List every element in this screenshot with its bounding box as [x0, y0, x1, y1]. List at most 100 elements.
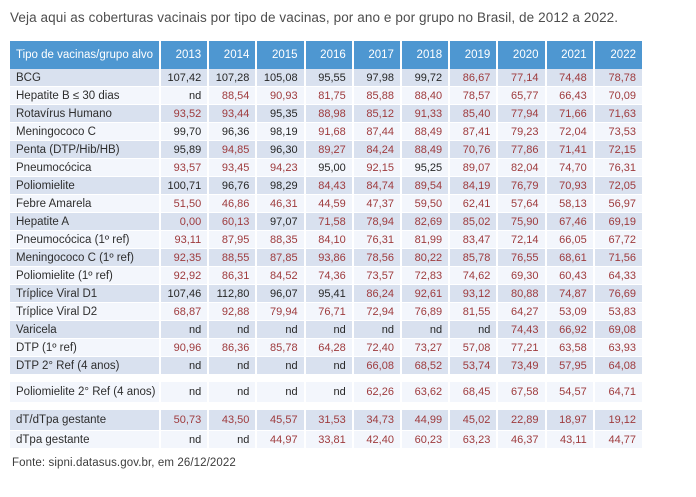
value-cell: nd: [304, 356, 354, 376]
value-cell: 95,35: [256, 104, 306, 124]
value-cell: 95,55: [304, 68, 354, 88]
table-row: Pneumocócica (1º ref) 93,11 87,95 88,35 84,1…: [10, 230, 642, 250]
value-cell: 42,40: [352, 430, 402, 450]
row-spacer: [10, 402, 642, 410]
value-cell: 67,46: [545, 212, 595, 232]
table-row: Tríplice Viral D2 68,87 92,88 79,94 76,71 72,…: [10, 302, 642, 322]
value-cell: nd: [160, 86, 210, 106]
table-row: Meningococo C 99,70 96,36 98,19 91,68 87,44 88…: [10, 122, 642, 142]
value-cell: 84,19: [449, 176, 499, 196]
value-cell: 87,44: [352, 122, 402, 142]
value-cell: 46,86: [208, 194, 258, 214]
value-cell: 67,58: [497, 381, 547, 404]
value-cell: 72,15: [593, 140, 642, 160]
value-cell: 88,55: [208, 248, 258, 268]
value-cell: 73,53: [593, 122, 642, 142]
row-label: Poliomielite (1º ref): [10, 266, 162, 286]
value-cell: 18,97: [545, 409, 595, 432]
value-cell: 93,11: [160, 230, 210, 250]
value-cell: 66,05: [545, 230, 595, 250]
value-cell: 87,85: [256, 248, 306, 268]
value-cell: 84,10: [304, 230, 354, 250]
row-label: dTpa gestante: [10, 430, 162, 450]
value-cell: 64,27: [497, 302, 547, 322]
value-cell: nd: [160, 320, 210, 340]
value-cell: 72,04: [545, 122, 595, 142]
table-row: Tríplice Viral D1 107,46 112,80 96,07 95,41 8…: [10, 284, 642, 304]
value-cell: 96,76: [208, 176, 258, 196]
value-cell: 44,99: [400, 409, 451, 432]
value-cell: 75,90: [497, 212, 547, 232]
value-cell: 96,36: [208, 122, 258, 142]
value-cell: 76,31: [593, 158, 642, 178]
value-cell: 69,30: [497, 266, 547, 286]
value-cell: 60,13: [208, 212, 258, 232]
value-cell: 62,41: [449, 194, 499, 214]
value-cell: 74,48: [545, 68, 595, 88]
value-cell: 93,45: [208, 158, 258, 178]
row-label: Pneumocócica (1º ref): [10, 230, 162, 250]
value-cell: 85,78: [449, 248, 499, 268]
value-cell: 81,75: [304, 86, 354, 106]
value-cell: 72,94: [352, 302, 402, 322]
header-cell-year-2018: 2018: [400, 40, 451, 69]
table-row: Poliomielite (1º ref) 92,92 86,31 84,52 74,3…: [10, 266, 642, 286]
value-cell: nd: [304, 320, 354, 340]
row-label: dT/dTpa gestante: [10, 409, 162, 432]
value-cell: 47,37: [352, 194, 402, 214]
value-cell: 81,55: [449, 302, 499, 322]
header-cell-year-2014: 2014: [208, 40, 258, 69]
value-cell: 98,19: [256, 122, 306, 142]
value-cell: 64,71: [593, 381, 642, 404]
value-cell: 99,70: [160, 122, 210, 142]
value-cell: 68,52: [400, 356, 451, 376]
value-cell: 43,11: [545, 430, 595, 450]
value-cell: 107,28: [208, 68, 258, 88]
value-cell: 67,72: [593, 230, 642, 250]
table-row: dT/dTpa gestante 50,73 43,50 45,57 31,53 34,7…: [10, 409, 642, 432]
value-cell: 86,36: [208, 338, 258, 358]
value-cell: nd: [256, 381, 306, 404]
value-cell: 53,83: [593, 302, 642, 322]
header-cell-year-2019: 2019: [449, 40, 499, 69]
value-cell: 74,43: [497, 320, 547, 340]
row-label: Poliomielite 2° Ref (4 anos): [10, 381, 162, 404]
value-cell: 59,50: [400, 194, 451, 214]
header-cell-year-2021: 2021: [545, 40, 595, 69]
value-cell: 77,21: [497, 338, 547, 358]
value-cell: 76,55: [497, 248, 547, 268]
value-cell: 87,95: [208, 230, 258, 250]
value-cell: 74,36: [304, 266, 354, 286]
value-cell: 56,97: [593, 194, 642, 214]
row-label: Penta (DTP/Hib/HB): [10, 140, 162, 160]
value-cell: 69,08: [593, 320, 642, 340]
value-cell: nd: [256, 356, 306, 376]
value-cell: 70,09: [593, 86, 642, 106]
table-row: Febre Amarela 51,50 46,86 46,31 44,59 47,37 59…: [10, 194, 642, 214]
value-cell: 57,64: [497, 194, 547, 214]
value-cell: 91,33: [400, 104, 451, 124]
header-cell-year-2015: 2015: [256, 40, 306, 69]
row-label: Pneumocócica: [10, 158, 162, 178]
value-cell: 96,30: [256, 140, 306, 160]
value-cell: 63,58: [545, 338, 595, 358]
value-cell: 57,08: [449, 338, 499, 358]
value-cell: 92,35: [160, 248, 210, 268]
value-cell: 93,12: [449, 284, 499, 304]
value-cell: 64,28: [304, 338, 354, 358]
value-cell: 91,68: [304, 122, 354, 142]
value-cell: 74,70: [545, 158, 595, 178]
value-cell: 77,94: [497, 104, 547, 124]
row-label: Rotavírus Humano: [10, 104, 162, 124]
value-cell: 93,57: [160, 158, 210, 178]
value-cell: 63,23: [449, 430, 499, 450]
table-row: Poliomielite 100,71 96,76 98,29 84,43 84,74 89…: [10, 176, 642, 196]
value-cell: 97,98: [352, 68, 402, 88]
value-cell: 22,89: [497, 409, 547, 432]
value-cell: 62,26: [352, 381, 402, 404]
value-cell: 81,99: [400, 230, 451, 250]
value-cell: 93,86: [304, 248, 354, 268]
value-cell: 94,85: [208, 140, 258, 160]
value-cell: 71,58: [304, 212, 354, 232]
value-cell: 64,08: [593, 356, 642, 376]
